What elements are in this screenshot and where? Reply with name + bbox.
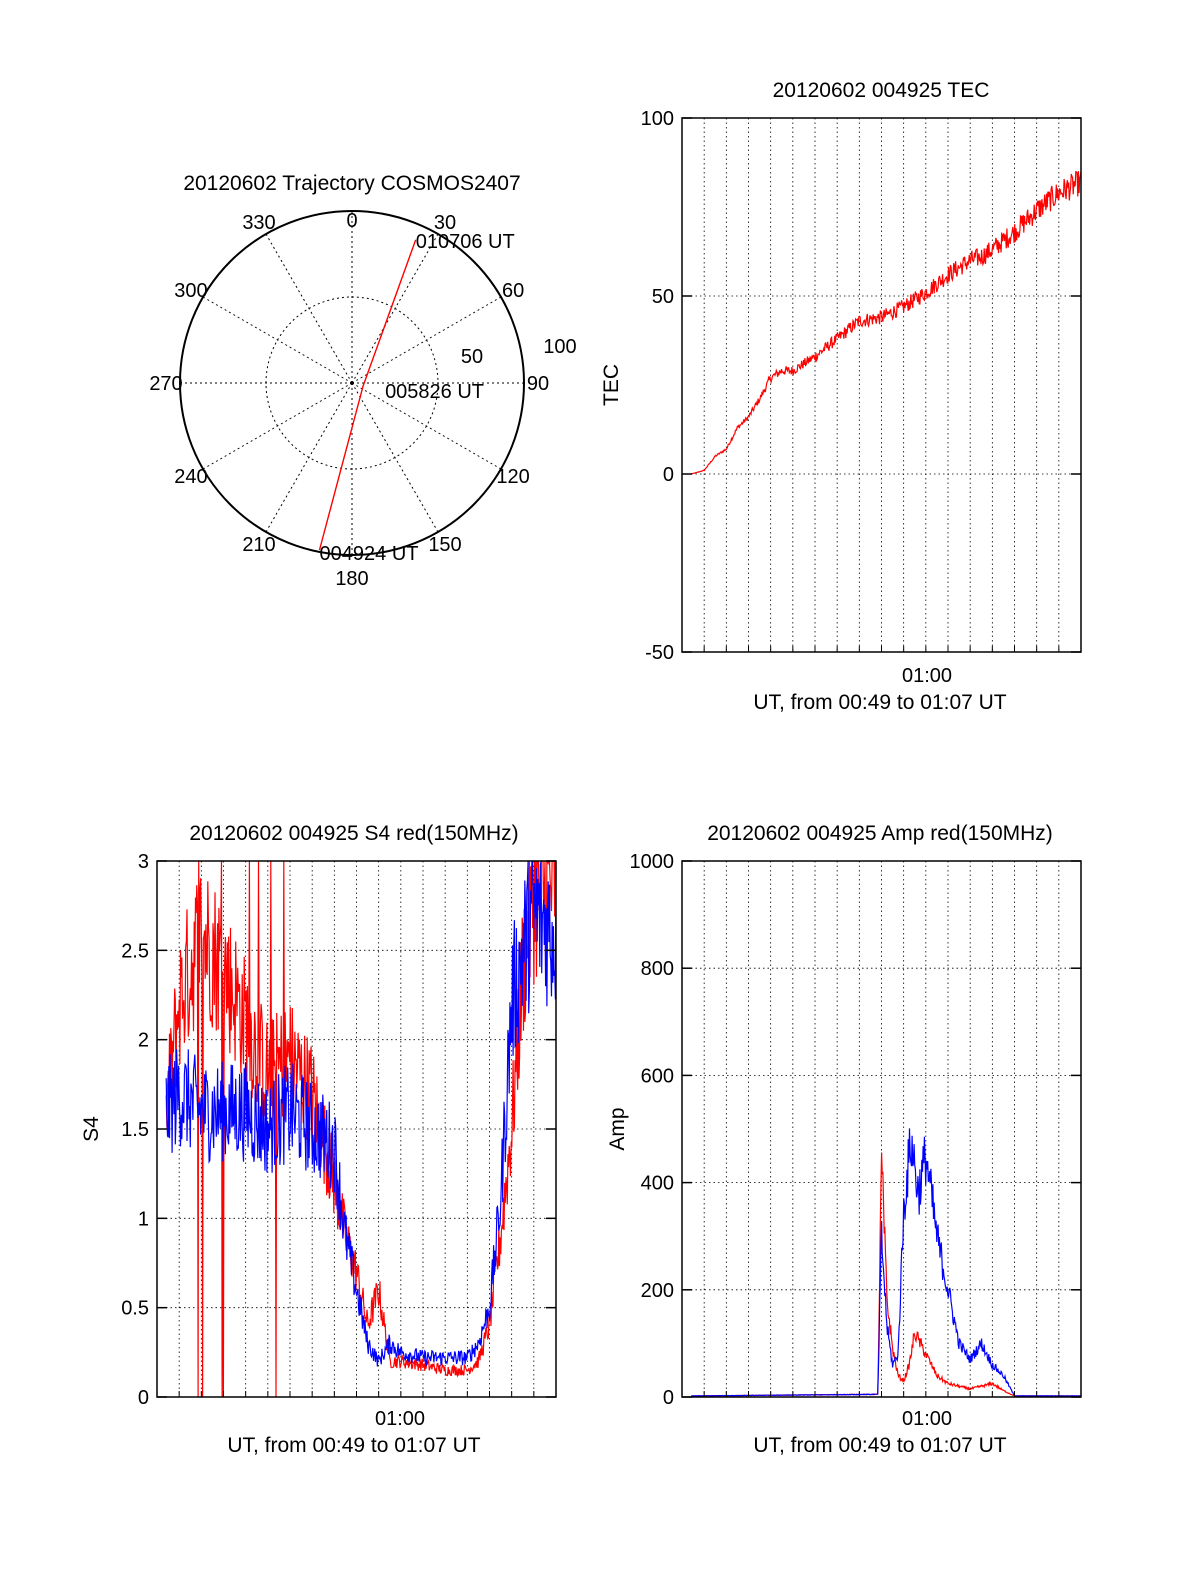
polar-azimuth-label: 150 <box>428 534 461 556</box>
polar-spoke <box>351 233 439 384</box>
polar-azimuth-label: 120 <box>496 466 529 488</box>
polar-azimuth-label: 60 <box>502 280 524 302</box>
tec-y-tick-label: 0 <box>663 464 674 486</box>
amp-panel: 20120602 004925 Amp red(150MHz) 0 200 400 6… <box>606 822 1082 1457</box>
tec-x-axis-label: UT, from 00:49 to 01:07 UT <box>753 691 1006 714</box>
amp-series <box>691 1128 1081 1397</box>
s4-series-line-1 <box>165 860 557 1368</box>
s4-y-tick-label: 0 <box>138 1387 149 1409</box>
tec-y-ticks: -50 0 50 100 <box>641 108 1082 664</box>
polar-spoke <box>351 382 502 470</box>
amp-y-tick-label: 600 <box>641 1065 674 1087</box>
tec-title: 20120602 004925 TEC <box>773 79 990 102</box>
amp-y-axis-label: Amp <box>606 1107 629 1150</box>
polar-track-line <box>318 239 417 551</box>
polar-azimuth-label: 30 <box>434 212 456 234</box>
s4-x-tick-label: 01:00 <box>375 1408 425 1430</box>
s4-y-axis-label: S4 <box>80 1116 103 1142</box>
tec-y-tick-label: -50 <box>645 642 674 664</box>
polar-spoke <box>202 382 353 470</box>
amp-x-tick-label: 01:00 <box>902 1408 952 1430</box>
polar-azimuth-label: 90 <box>527 373 549 395</box>
polar-spoke <box>265 233 353 384</box>
polar-spoke <box>265 382 353 533</box>
polar-azimuth-label: 240 <box>174 466 207 488</box>
polar-azimuth-labels: 0 30 60 90 120 150 180 210 240 270 300 330 <box>149 210 549 590</box>
s4-series <box>165 860 557 1398</box>
polar-ring-label: 100 <box>543 336 576 358</box>
s4-x-axis-label: UT, from 00:49 to 01:07 UT <box>227 1434 480 1457</box>
amp-y-tick-label: 200 <box>641 1280 674 1302</box>
s4-grid <box>157 861 556 1397</box>
s4-y-tick-label: 2.5 <box>121 940 149 962</box>
polar-trajectory-panel: 20120602 Trajectory COSMOS2407 0 30 60 90 12… <box>149 172 576 590</box>
s4-y-tick-label: 1 <box>138 1208 149 1230</box>
polar-azimuth-label: 180 <box>335 568 368 590</box>
polar-spoke <box>351 296 502 384</box>
tec-panel: 20120602 004925 TEC -50 0 50 100 01:00 UT, … <box>600 79 1082 714</box>
polar-azimuth-label: 300 <box>174 280 207 302</box>
polar-ring-labels: 50 100 <box>461 336 577 368</box>
amp-y-tick-label: 800 <box>641 958 674 980</box>
amp-x-axis-label: UT, from 00:49 to 01:07 UT <box>753 1434 1006 1457</box>
polar-azimuth-label: 270 <box>149 373 182 395</box>
polar-outer-circle <box>179 210 525 556</box>
polar-azimuth-label: 210 <box>242 534 275 556</box>
polar-time-label: 010706 UT <box>416 231 515 253</box>
polar-azimuth-label: 0 <box>346 210 357 232</box>
polar-ring-label: 50 <box>461 346 483 368</box>
s4-y-tick-label: 2 <box>138 1030 149 1052</box>
s4-panel: 20120602 004925 S4 red(150MHz) 0 0.5 1 1.5 2… <box>80 822 557 1457</box>
polar-spoke <box>351 382 439 533</box>
amp-title: 20120602 004925 Amp red(150MHz) <box>707 822 1053 845</box>
tec-series-line-0 <box>691 170 1082 475</box>
s4-y-tick-label: 1.5 <box>121 1119 149 1141</box>
tec-x-tick-label: 01:00 <box>902 665 952 687</box>
polar-azimuth-label: 330 <box>242 212 275 234</box>
amp-y-tick-label: 1000 <box>630 851 675 873</box>
amp-series-line-1 <box>691 1128 1081 1397</box>
polar-grid <box>180 211 524 555</box>
polar-spoke <box>202 296 353 384</box>
tec-y-tick-label: 50 <box>652 286 674 308</box>
s4-title: 20120602 004925 S4 red(150MHz) <box>189 822 518 845</box>
tec-grid <box>682 118 1081 652</box>
polar-time-label: 005826 UT <box>385 381 484 403</box>
s4-y-tick-label: 0.5 <box>121 1298 149 1320</box>
polar-title: 20120602 Trajectory COSMOS2407 <box>183 172 520 195</box>
tec-y-tick-label: 100 <box>641 108 674 130</box>
amp-grid <box>682 861 1081 1397</box>
polar-track: 004924 UT 005826 UT 010706 UT <box>318 231 515 565</box>
tec-series <box>691 170 1082 475</box>
amp-y-ticks: 0 200 400 600 800 1000 <box>630 851 1082 1409</box>
s4-y-tick-label: 3 <box>138 851 149 873</box>
s4-y-ticks: 0 0.5 1 1.5 2 2.5 3 <box>121 851 557 1409</box>
polar-time-label: 004924 UT <box>320 543 419 565</box>
tec-y-axis-label: TEC <box>600 364 623 406</box>
amp-y-tick-label: 400 <box>641 1173 674 1195</box>
amp-y-tick-label: 0 <box>663 1387 674 1409</box>
